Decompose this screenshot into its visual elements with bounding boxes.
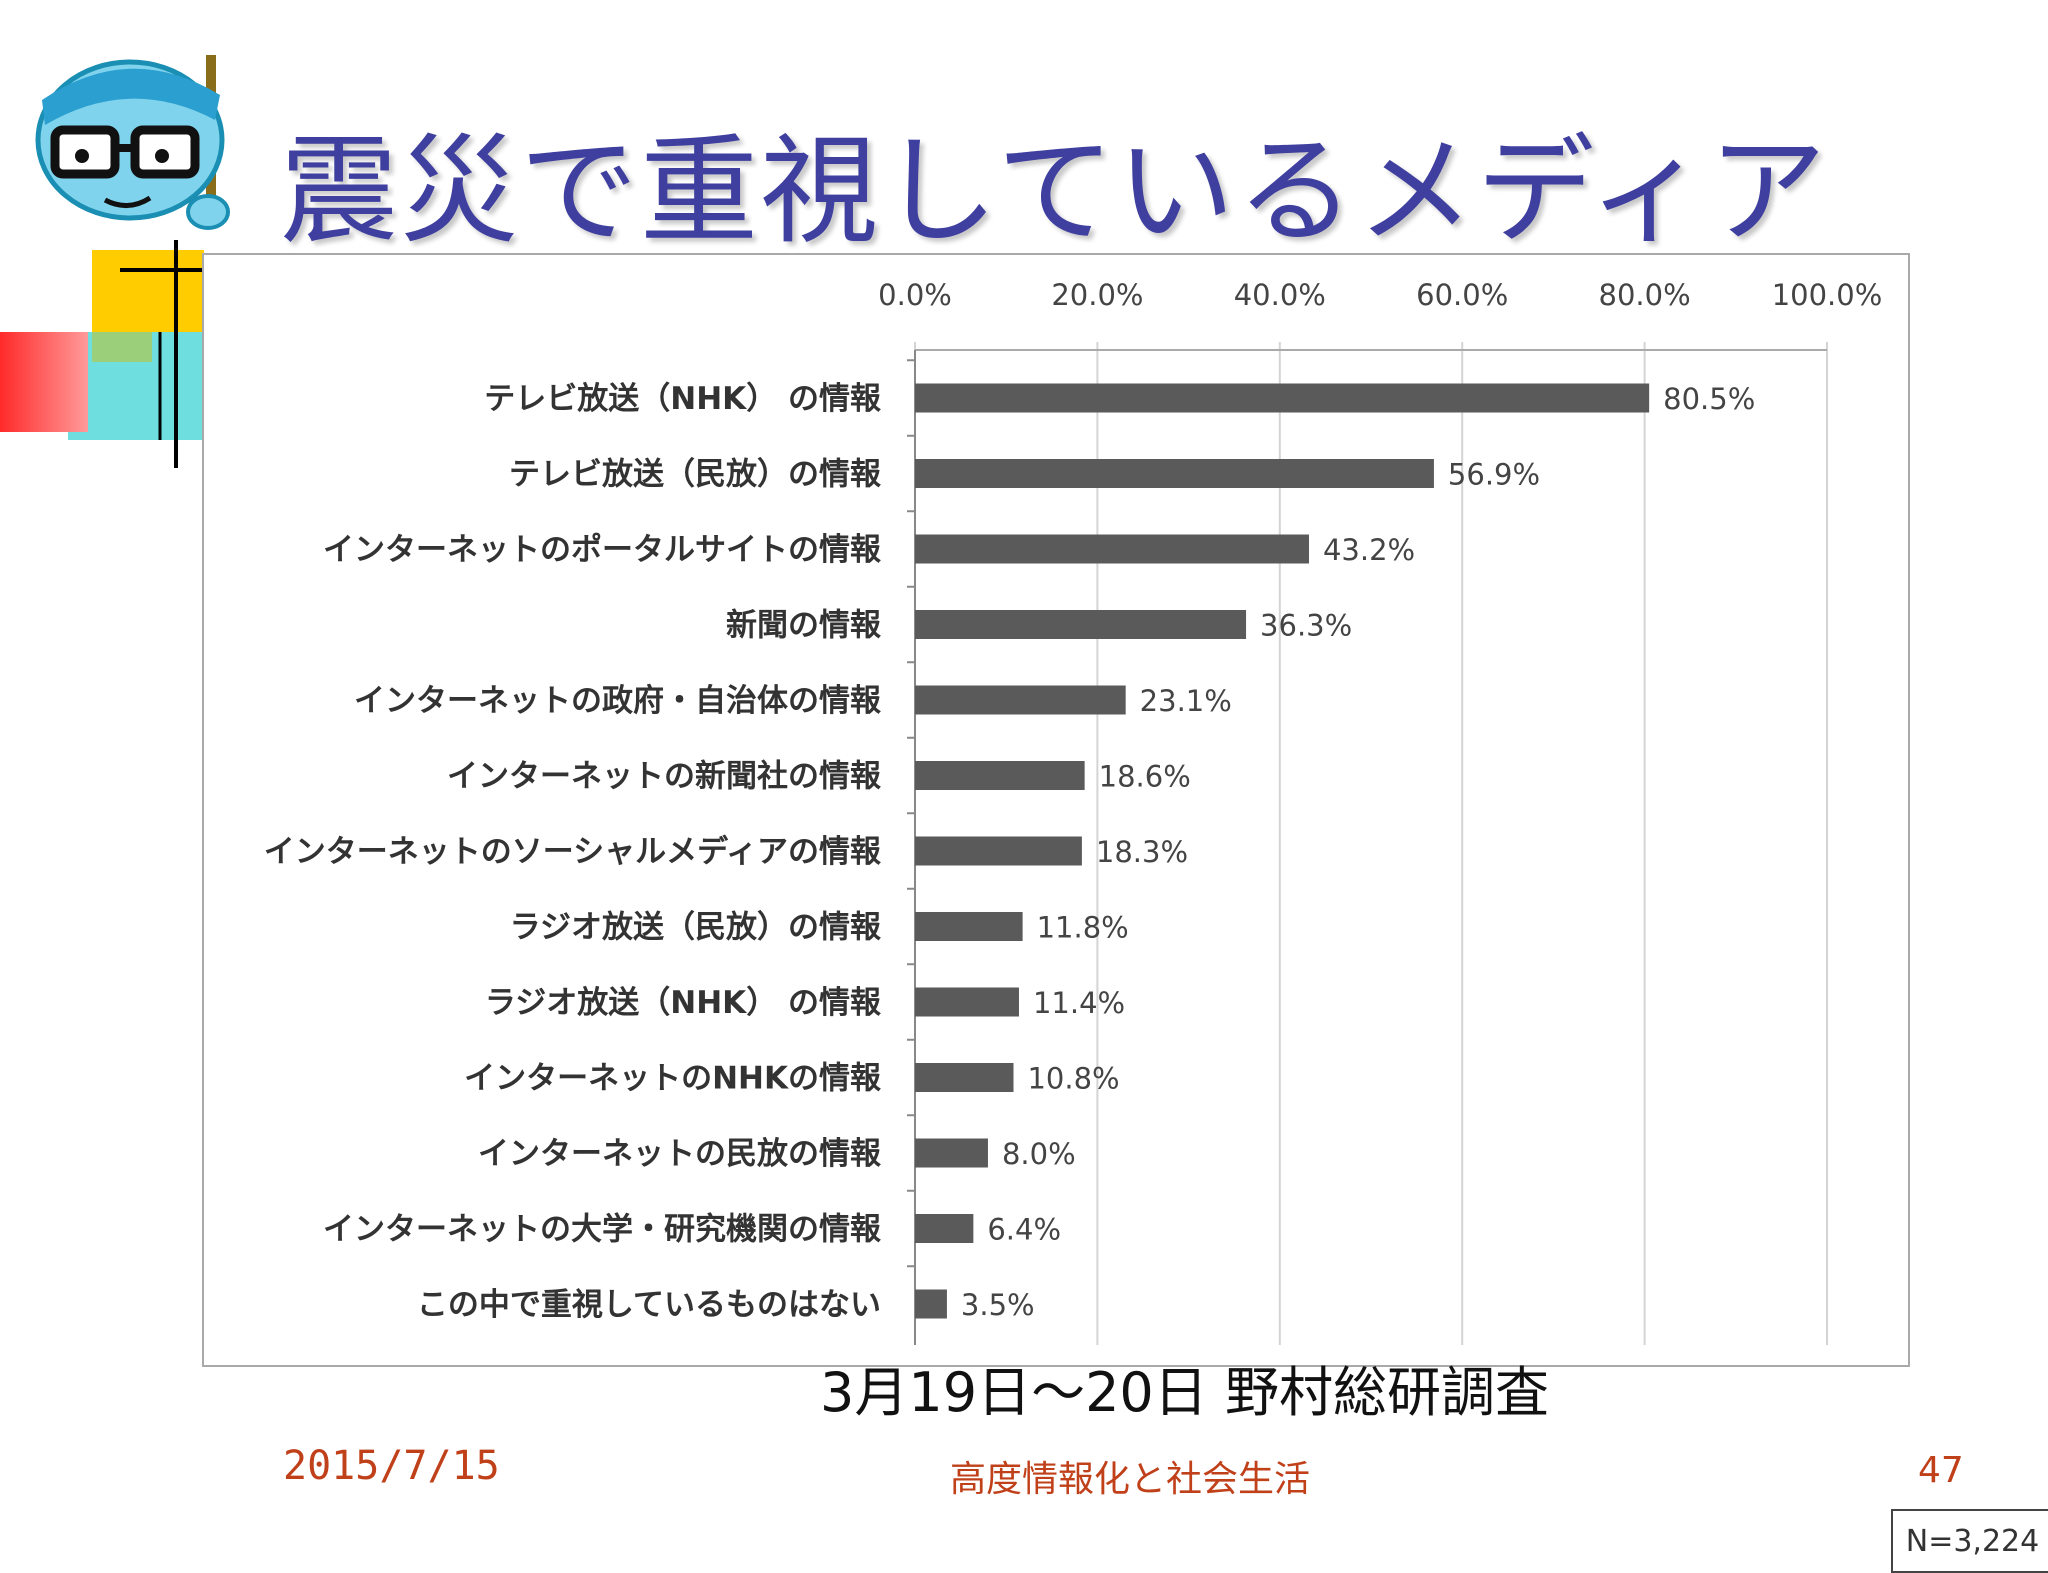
category-label: ラジオ放送（NHK） の情報 xyxy=(485,985,882,1021)
category-label: インターネットの新聞社の情報 xyxy=(447,759,882,795)
decorative-squares xyxy=(0,240,230,470)
bar xyxy=(915,1214,974,1243)
bar-value-label: 23.1% xyxy=(1140,684,1232,718)
category-label: インターネットのソーシャルメディアの情報 xyxy=(264,834,882,870)
bar-value-label: 10.8% xyxy=(1027,1062,1119,1096)
sample-size-note: N=3,224 xyxy=(1891,1509,2048,1573)
category-label: インターネットの民放の情報 xyxy=(478,1136,882,1172)
category-label: ラジオ放送（民放）の情報 xyxy=(510,910,882,946)
bar xyxy=(915,1289,947,1319)
bar xyxy=(915,912,1023,941)
bar-value-label: 36.3% xyxy=(1260,609,1352,643)
survey-source-note: 3月19日～20日 野村総研調査 xyxy=(820,1361,1549,1424)
category-label: インターネットの大学・研究機関の情報 xyxy=(323,1212,882,1248)
category-label: この中で重視しているものはない xyxy=(417,1287,881,1323)
category-label: インターネットのポータルサイトの情報 xyxy=(323,532,882,568)
x-tick-label: 80.0% xyxy=(1599,278,1691,312)
x-tick-label: 60.0% xyxy=(1416,278,1508,312)
x-tick-label: 0.0% xyxy=(878,278,952,312)
bar-value-label: 6.4% xyxy=(987,1213,1061,1247)
bar xyxy=(915,534,1309,564)
bar-value-label: 11.8% xyxy=(1037,911,1129,945)
bar xyxy=(915,1063,1014,1092)
bar xyxy=(915,610,1247,639)
category-label: テレビ放送（民放）の情報 xyxy=(509,457,882,493)
footer-title: 高度情報化と社会生活 xyxy=(950,1459,1311,1500)
bar-value-label: 43.2% xyxy=(1323,533,1415,567)
bar xyxy=(915,1138,988,1168)
bar-value-label: 11.4% xyxy=(1033,986,1125,1020)
bar xyxy=(915,761,1085,790)
bar xyxy=(915,685,1126,715)
bar-value-label: 80.5% xyxy=(1663,382,1755,416)
x-tick-label: 40.0% xyxy=(1234,278,1326,312)
bar xyxy=(915,836,1082,866)
bar-value-label: 8.0% xyxy=(1002,1137,1076,1171)
category-label: インターネットの政府・自治体の情報 xyxy=(354,683,882,719)
bar-value-label: 18.6% xyxy=(1099,760,1191,794)
teacher-mascot-icon xyxy=(10,40,240,240)
bar-value-label: 18.3% xyxy=(1096,835,1188,869)
bar xyxy=(915,383,1650,413)
bar xyxy=(915,987,1019,1017)
bar-value-label: 56.9% xyxy=(1448,458,1540,492)
category-label: 新聞の情報 xyxy=(726,608,882,644)
bar xyxy=(915,459,1434,488)
category-label: インターネットのNHKの情報 xyxy=(464,1061,882,1097)
slide-title: 震災で重視しているメディア xyxy=(280,122,1829,260)
x-tick-label: 20.0% xyxy=(1051,278,1143,312)
category-label: テレビ放送（NHK） の情報 xyxy=(484,381,882,417)
bar-chart: 0.0% 20.0% 40.0% 60.0% 80.0% 100.0% テレビ放送（NHK）… xyxy=(264,278,1883,1345)
x-tick-label: 100.0% xyxy=(1772,278,1883,312)
bar-value-label: 3.5% xyxy=(961,1288,1035,1322)
chart-frame: 0.0% 20.0% 40.0% 60.0% 80.0% 100.0% テレビ放送（NHK）… xyxy=(202,253,2048,1573)
page-number: 47 xyxy=(1918,1450,1964,1491)
footer-date: 2015/7/15 xyxy=(283,1443,500,1489)
